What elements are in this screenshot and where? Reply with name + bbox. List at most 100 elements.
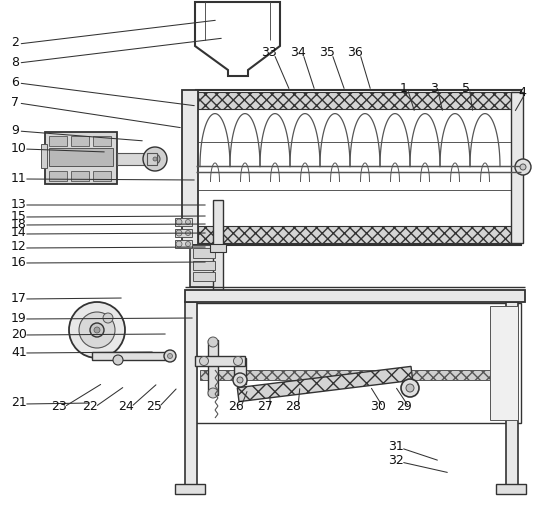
Bar bbox=[196, 90, 521, 245]
Text: 20: 20 bbox=[11, 328, 27, 340]
Bar bbox=[193, 272, 215, 281]
Bar bbox=[117, 153, 147, 165]
Bar bbox=[198, 226, 519, 243]
Bar bbox=[198, 92, 519, 109]
Bar bbox=[92, 352, 172, 360]
Text: 14: 14 bbox=[11, 226, 27, 240]
Circle shape bbox=[143, 147, 167, 171]
Text: 27: 27 bbox=[257, 400, 273, 412]
Bar bbox=[185, 302, 197, 490]
Bar bbox=[41, 144, 47, 168]
Text: 11: 11 bbox=[11, 172, 27, 184]
Circle shape bbox=[234, 357, 242, 365]
Text: 35: 35 bbox=[319, 47, 335, 59]
Text: 1: 1 bbox=[400, 81, 408, 95]
Bar bbox=[193, 248, 215, 258]
Text: 22: 22 bbox=[82, 400, 98, 412]
Bar bbox=[490, 306, 518, 420]
Bar bbox=[196, 303, 521, 423]
Bar bbox=[193, 261, 215, 270]
Text: 7: 7 bbox=[11, 96, 19, 108]
Text: 18: 18 bbox=[11, 218, 27, 230]
Bar bbox=[93, 171, 111, 181]
Bar bbox=[49, 148, 113, 166]
Bar bbox=[175, 240, 192, 248]
Bar bbox=[195, 356, 245, 366]
Text: 15: 15 bbox=[11, 210, 27, 222]
Text: 23: 23 bbox=[51, 400, 67, 412]
Bar bbox=[175, 484, 205, 494]
Text: 25: 25 bbox=[146, 400, 162, 412]
Bar bbox=[175, 229, 192, 237]
Bar bbox=[234, 358, 246, 384]
Circle shape bbox=[208, 388, 218, 398]
Bar bbox=[208, 340, 218, 395]
Text: 41: 41 bbox=[11, 345, 27, 359]
Circle shape bbox=[94, 327, 100, 333]
Circle shape bbox=[167, 354, 172, 359]
Bar bbox=[71, 136, 89, 146]
Text: 34: 34 bbox=[290, 47, 306, 59]
Circle shape bbox=[164, 350, 176, 362]
Circle shape bbox=[401, 379, 419, 397]
Circle shape bbox=[199, 357, 209, 365]
Text: 6: 6 bbox=[11, 76, 19, 88]
Bar bbox=[175, 218, 192, 226]
Text: 4: 4 bbox=[518, 85, 526, 99]
Circle shape bbox=[176, 219, 182, 225]
Bar bbox=[511, 92, 523, 243]
Circle shape bbox=[237, 377, 243, 383]
Circle shape bbox=[113, 355, 123, 365]
Bar bbox=[213, 200, 223, 290]
Text: 30: 30 bbox=[370, 400, 386, 412]
Text: 10: 10 bbox=[11, 142, 27, 154]
Text: 8: 8 bbox=[11, 56, 19, 68]
Bar bbox=[506, 302, 518, 490]
Circle shape bbox=[406, 384, 414, 392]
Circle shape bbox=[208, 337, 218, 347]
Bar bbox=[49, 171, 67, 181]
Polygon shape bbox=[237, 366, 412, 402]
Circle shape bbox=[69, 302, 125, 358]
Text: 24: 24 bbox=[118, 400, 134, 412]
Text: 5: 5 bbox=[462, 81, 470, 95]
Text: 19: 19 bbox=[11, 312, 27, 324]
Bar bbox=[49, 136, 67, 146]
Circle shape bbox=[185, 242, 190, 246]
Circle shape bbox=[176, 230, 182, 236]
Circle shape bbox=[153, 157, 157, 161]
Text: 12: 12 bbox=[11, 241, 27, 253]
Circle shape bbox=[520, 164, 526, 170]
Text: 28: 28 bbox=[285, 400, 301, 412]
Circle shape bbox=[90, 323, 104, 337]
Text: 36: 36 bbox=[347, 47, 363, 59]
Bar bbox=[147, 153, 157, 165]
Circle shape bbox=[79, 312, 115, 348]
Bar bbox=[210, 244, 226, 252]
Bar bbox=[45, 132, 117, 184]
Text: 32: 32 bbox=[388, 454, 404, 468]
Bar bbox=[185, 290, 525, 302]
Text: 3: 3 bbox=[430, 81, 438, 95]
Text: 13: 13 bbox=[11, 197, 27, 211]
Circle shape bbox=[185, 220, 190, 224]
Circle shape bbox=[515, 159, 531, 175]
Polygon shape bbox=[195, 2, 280, 76]
Text: 31: 31 bbox=[388, 440, 404, 453]
Circle shape bbox=[185, 230, 190, 236]
Circle shape bbox=[150, 154, 160, 164]
Text: 9: 9 bbox=[11, 124, 19, 136]
Bar bbox=[200, 370, 514, 380]
Bar bbox=[182, 90, 198, 245]
Text: 33: 33 bbox=[261, 47, 277, 59]
Text: 26: 26 bbox=[228, 400, 244, 412]
Text: 29: 29 bbox=[396, 400, 412, 412]
Bar bbox=[93, 136, 111, 146]
Text: 16: 16 bbox=[11, 256, 27, 268]
Bar bbox=[496, 484, 526, 494]
Text: 17: 17 bbox=[11, 291, 27, 305]
Circle shape bbox=[233, 373, 247, 387]
Text: 2: 2 bbox=[11, 36, 19, 50]
Circle shape bbox=[176, 241, 182, 247]
Circle shape bbox=[103, 313, 113, 323]
